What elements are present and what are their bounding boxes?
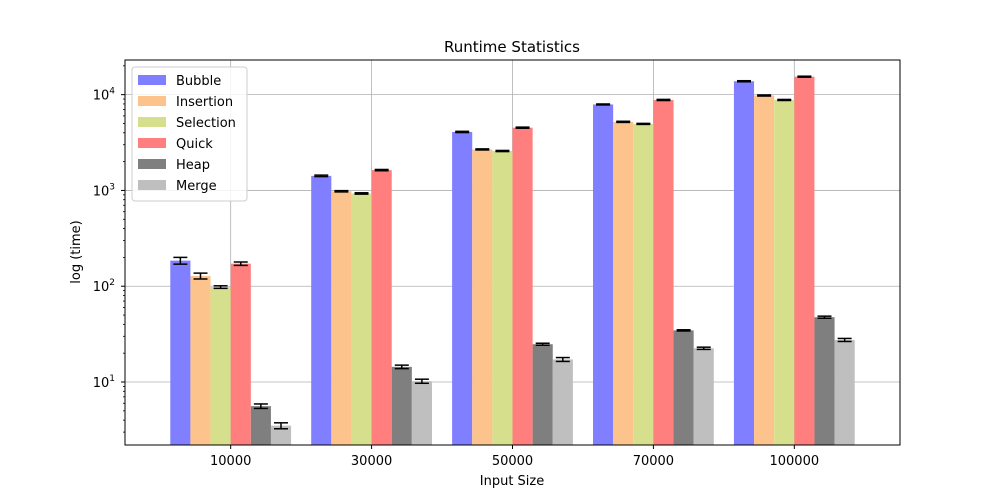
x-tick-label: 50000 (492, 454, 533, 469)
legend-swatch-heap (138, 159, 166, 169)
bar-quick (794, 76, 815, 446)
bar-insertion (472, 149, 493, 445)
x-tick-label: 70000 (633, 454, 674, 469)
legend-label-quick: Quick (176, 137, 213, 152)
x-tick-label: 100000 (769, 454, 819, 469)
bar-bubble (170, 260, 191, 445)
chart-title: Runtime Statistics (444, 38, 580, 56)
bar-merge (270, 425, 292, 445)
bar-selection (210, 287, 231, 445)
legend-swatch-quick (138, 138, 166, 148)
legend-label-merge: Merge (176, 179, 217, 194)
bar-heap (532, 344, 553, 445)
bar-selection (351, 193, 372, 445)
y-tick-label: 103 (93, 182, 115, 199)
bar-heap (673, 330, 694, 445)
legend-swatch-merge (138, 180, 166, 190)
bar-series (170, 76, 855, 446)
bar-selection (633, 123, 654, 445)
bar-insertion (190, 275, 211, 445)
legend-label-heap: Heap (176, 158, 210, 173)
bar-insertion (331, 191, 352, 445)
bar-selection (492, 151, 513, 445)
bar-merge (693, 348, 714, 445)
bar-insertion (613, 121, 634, 445)
bar-bubble (452, 131, 473, 445)
x-tick-label: 30000 (351, 454, 392, 469)
y-tick-label: 104 (93, 87, 116, 104)
bar-heap (391, 366, 412, 445)
y-axis-label: log (time) (69, 220, 84, 283)
x-axis-label: Input Size (480, 474, 544, 489)
legend: Bubble Insertion Selection Quick Heap Merge (131, 66, 248, 202)
legend-swatch-insertion (138, 96, 166, 106)
bar-quick (653, 99, 674, 446)
bar-quick (371, 170, 392, 445)
legend-label-selection: Selection (176, 116, 236, 131)
bar-selection (774, 99, 795, 446)
bar-merge (834, 339, 855, 445)
bar-insertion (754, 95, 775, 446)
legend-label-insertion: Insertion (176, 95, 233, 110)
bar-merge (411, 381, 432, 445)
legend-swatch-bubble (138, 75, 166, 85)
bar-heap (250, 406, 271, 445)
y-tick-label: 101 (93, 374, 115, 391)
y-tick-label: 102 (93, 278, 115, 295)
bar-quick (230, 263, 251, 445)
error-bars (173, 75, 852, 430)
bar-bubble (311, 175, 332, 445)
legend-label-bubble: Bubble (176, 74, 221, 89)
bar-merge (552, 359, 573, 445)
legend-swatch-selection (138, 117, 166, 127)
bar-heap (814, 317, 835, 445)
bar-bubble (593, 104, 614, 446)
bar-quick (512, 127, 533, 446)
y-axis-ticks: 101 102 103 104 (93, 65, 125, 433)
x-axis-ticks: 10000 30000 50000 70000 100000 (210, 445, 819, 469)
bar-bubble (733, 81, 755, 446)
x-tick-label: 10000 (210, 454, 251, 469)
